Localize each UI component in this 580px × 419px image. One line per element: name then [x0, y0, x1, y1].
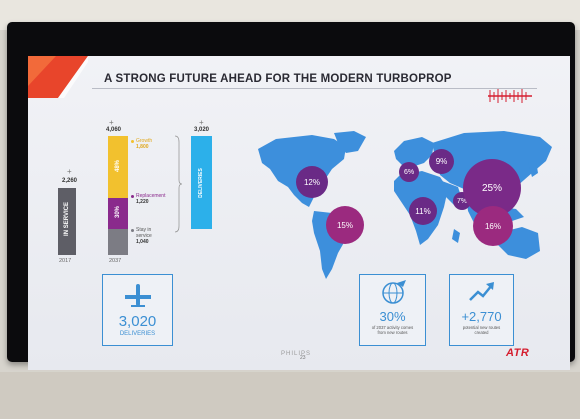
- plus-mark: +: [109, 118, 114, 127]
- stay-legend-label: Stay in service: [136, 227, 152, 239]
- plus-mark: +: [199, 118, 204, 127]
- globe-plane-icon: [382, 280, 406, 304]
- slide-title: A STRONG FUTURE AHEAD FOR THE MODERN TUR…: [104, 73, 452, 85]
- presentation-slide: A STRONG FUTURE AHEAD FOR THE MODERN TUR…: [28, 56, 570, 370]
- stay-in-service-bar: [108, 229, 128, 255]
- stay-legend-dot: [131, 229, 134, 232]
- region-bubble-europe: 6%: [399, 162, 419, 182]
- plus-mark: +: [67, 167, 72, 176]
- replacement-bar: [108, 198, 128, 229]
- year-2017: 2017: [59, 258, 72, 264]
- page-number: 23: [300, 355, 306, 361]
- in-service-bar: [58, 188, 76, 255]
- replacement-legend-value: 1,220: [136, 199, 149, 205]
- growth-legend-dot: [131, 140, 134, 143]
- stay-legend-value: 1,040: [136, 239, 149, 245]
- activity-card-desc: of 2037 activity comes from new routes: [371, 325, 414, 335]
- deliveries-card-value: 3,020: [118, 313, 157, 330]
- region-bubble-latin-america: 15%: [326, 206, 364, 244]
- new-routes-card-desc: potential new routes created: [462, 325, 501, 335]
- region-bubble-africa: 11%: [409, 197, 437, 225]
- growth-legend-label: Growth: [136, 138, 153, 144]
- deliveries-card: 3,020 DELIVERIES: [102, 274, 173, 346]
- new-routes-card-value: +2,770: [461, 309, 502, 324]
- replacement-legend-label: Replacement: [136, 193, 166, 199]
- new-routes-card: +2,770 potential new routes created: [449, 274, 514, 346]
- replacement-legend-dot: [131, 195, 134, 198]
- region-bubble-russia: 9%: [429, 149, 454, 174]
- deliveries-bar-label: DELIVERIES: [198, 168, 204, 198]
- in-service-label: IN SERVICE: [64, 202, 70, 236]
- growth-legend-value: 1,800: [136, 144, 149, 150]
- replacement-pct: 30%: [115, 206, 121, 219]
- deliveries-value: 3,020: [194, 127, 210, 133]
- activity-card: 30% of 2037 activity comes from new rout…: [359, 274, 426, 346]
- title-divider: [92, 88, 537, 89]
- airplane-icon: [125, 284, 151, 307]
- atr-logo: ATR: [506, 347, 530, 359]
- region-bubble-north-america: 12%: [296, 166, 328, 198]
- in-service-value: 2,260: [62, 178, 78, 184]
- growth-bar: [108, 136, 128, 198]
- shelf-background: [0, 372, 580, 419]
- trend-arrow-icon: [469, 282, 494, 301]
- deliveries-bar: [191, 136, 212, 229]
- atr-turboprop-icon: [488, 89, 532, 103]
- region-bubble-asia-pacific: 16%: [473, 206, 513, 246]
- future-total-value: 4,060: [106, 127, 122, 133]
- growth-pct: 48%: [115, 160, 121, 173]
- tv-brand-label: PHILIPS: [281, 351, 312, 357]
- year-2037: 2037: [109, 258, 122, 264]
- red-corner-graphic: [28, 56, 88, 98]
- tv-frame: A STRONG FUTURE AHEAD FOR THE MODERN TUR…: [7, 22, 575, 370]
- deliveries-card-label: DELIVERIES: [119, 331, 156, 337]
- deliveries-bracket: [174, 135, 182, 233]
- activity-card-value: 30%: [379, 309, 406, 324]
